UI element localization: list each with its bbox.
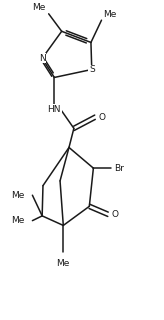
Text: Br: Br bbox=[114, 164, 124, 173]
Text: S: S bbox=[89, 65, 95, 74]
Text: Me: Me bbox=[103, 10, 116, 19]
Text: Me: Me bbox=[11, 216, 24, 225]
Text: HN: HN bbox=[48, 105, 61, 114]
Text: O: O bbox=[111, 210, 118, 219]
Text: O: O bbox=[98, 113, 105, 122]
Text: Me: Me bbox=[11, 191, 24, 200]
Text: Me: Me bbox=[32, 3, 45, 12]
Text: Me: Me bbox=[57, 259, 70, 268]
Text: N: N bbox=[39, 54, 46, 63]
